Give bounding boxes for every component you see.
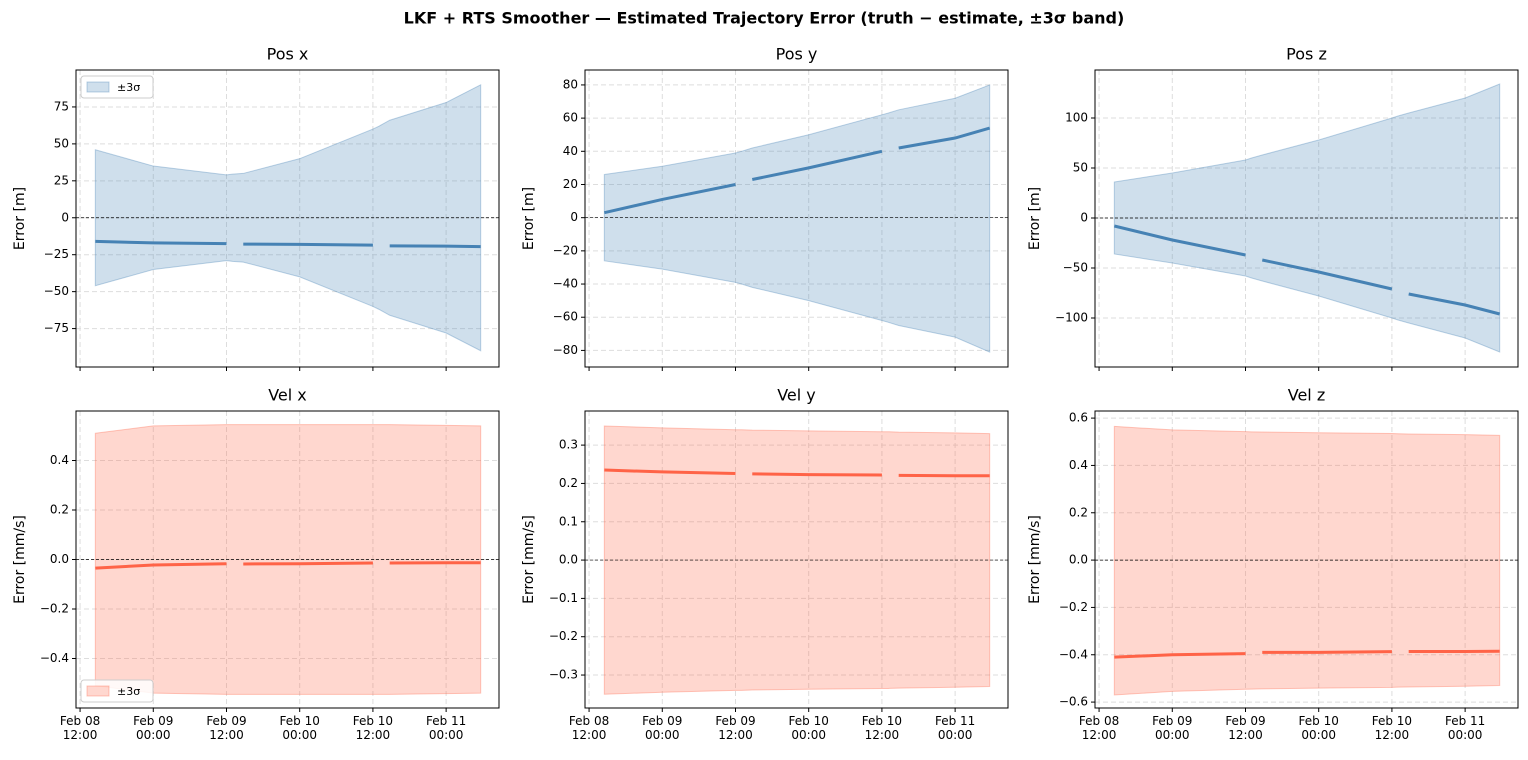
y-tick-label: 0.6 <box>1069 411 1088 425</box>
panel-title: Vel z <box>1288 386 1325 405</box>
y-tick-label: 0 <box>61 210 69 224</box>
y-tick-label: 0.3 <box>559 438 578 452</box>
x-tick-label: Feb 10 00:00 <box>279 714 320 742</box>
y-tick-label: −0.6 <box>1059 695 1088 709</box>
series-line <box>603 126 991 215</box>
band <box>603 84 991 353</box>
series-line <box>95 561 481 570</box>
legend-swatch <box>86 81 110 93</box>
y-tick-label: 80 <box>563 77 578 91</box>
x-tick-label: Feb 11 00:00 <box>934 714 976 742</box>
panel-title: Pos x <box>267 45 309 64</box>
y-tick-label: 20 <box>563 177 578 191</box>
y-tick-label: −0.4 <box>40 651 69 665</box>
legend-label: ±3σ <box>117 81 140 94</box>
figure-title: LKF + RTS Smoother — Estimated Trajector… <box>404 9 1125 28</box>
x-tick-label: Feb 11 00:00 <box>425 714 467 742</box>
y-tick-label: 0.2 <box>1069 505 1088 519</box>
series-line <box>1113 224 1501 316</box>
y-axis-label: Error [mm/s] <box>521 515 537 604</box>
y-tick-label: 0.0 <box>50 552 69 566</box>
axes-frame <box>584 69 1009 368</box>
legend-label: ±3σ <box>117 685 140 698</box>
x-tick-label: Feb 09 00:00 <box>133 714 174 742</box>
x-tick-label: Feb 09 00:00 <box>1152 714 1193 742</box>
y-axis-label: Error [m] <box>521 187 537 250</box>
y-tick-label: −0.3 <box>549 668 578 682</box>
x-tick-label: Feb 10 12:00 <box>1371 714 1413 742</box>
legend-box <box>80 679 154 703</box>
legend-swatch <box>86 685 110 697</box>
y-tick-label: −0.1 <box>549 591 578 605</box>
y-tick-label: 50 <box>1073 161 1088 175</box>
y-tick-label: −50 <box>44 284 69 298</box>
y-tick-label: 0 <box>570 210 578 224</box>
x-tick-label: Feb 09 12:00 <box>206 714 247 742</box>
axes-frame <box>1094 69 1519 368</box>
y-tick-label: 0.1 <box>559 514 578 528</box>
y-tick-label: 0.4 <box>1069 458 1088 472</box>
panel-title: Vel x <box>268 386 307 405</box>
y-tick-label: 50 <box>54 136 69 150</box>
axes-frame <box>1094 410 1519 709</box>
x-tick-label: Feb 10 12:00 <box>861 714 903 742</box>
y-tick-label: 0.4 <box>50 453 69 467</box>
y-tick-label: −0.4 <box>1059 647 1088 661</box>
axes-frame <box>75 410 500 709</box>
y-tick-label: 0.0 <box>559 553 578 567</box>
y-axis-label: Error [mm/s] <box>1027 515 1043 604</box>
y-tick-label: −75 <box>44 321 69 335</box>
band <box>1113 425 1501 696</box>
x-tick-label: Feb 08 12:00 <box>59 714 101 742</box>
series-line <box>1114 649 1500 659</box>
y-tick-label: −80 <box>553 343 578 357</box>
x-tick-label: Feb 11 00:00 <box>1444 714 1486 742</box>
y-tick-label: 75 <box>54 99 69 113</box>
x-tick-label: Feb 08 12:00 <box>1078 714 1120 742</box>
y-tick-label: −50 <box>1063 261 1088 275</box>
y-tick-label: 100 <box>1065 111 1088 125</box>
legend-box <box>80 75 154 99</box>
x-tick-label: Feb 09 12:00 <box>715 714 756 742</box>
y-tick-label: −0.2 <box>549 629 578 643</box>
axes-frame <box>584 410 1009 709</box>
y-axis-label: Error [mm/s] <box>12 515 28 604</box>
y-tick-label: −40 <box>553 277 578 291</box>
y-tick-label: −60 <box>553 310 578 324</box>
y-tick-label: 40 <box>563 144 578 158</box>
y-tick-label: 60 <box>563 111 578 125</box>
x-tick-label: Feb 10 12:00 <box>352 714 394 742</box>
panel-title: Vel y <box>777 386 816 405</box>
x-tick-label: Feb 09 00:00 <box>642 714 683 742</box>
y-tick-label: −25 <box>44 247 69 261</box>
y-axis-label: Error [m] <box>1027 187 1043 250</box>
y-tick-label: 0.2 <box>559 476 578 490</box>
series-line <box>604 468 990 478</box>
y-tick-label: 0.0 <box>1069 553 1088 567</box>
axes-frame <box>75 69 500 368</box>
y-tick-label: 0.2 <box>50 503 69 517</box>
y-axis-label: Error [m] <box>12 187 28 250</box>
x-tick-label: Feb 10 00:00 <box>1298 714 1339 742</box>
y-tick-label: −20 <box>553 243 578 257</box>
y-tick-label: −0.2 <box>40 602 69 616</box>
y-tick-label: 25 <box>54 173 69 187</box>
y-tick-label: 0 <box>1080 211 1088 225</box>
panel-title: Pos y <box>776 45 818 64</box>
x-tick-label: Feb 10 00:00 <box>788 714 829 742</box>
y-tick-label: −100 <box>1055 311 1088 325</box>
panel-title: Pos z <box>1286 45 1327 64</box>
series-line <box>95 239 481 249</box>
x-tick-label: Feb 08 12:00 <box>568 714 610 742</box>
x-tick-label: Feb 09 12:00 <box>1225 714 1266 742</box>
y-tick-label: −0.2 <box>1059 600 1088 614</box>
